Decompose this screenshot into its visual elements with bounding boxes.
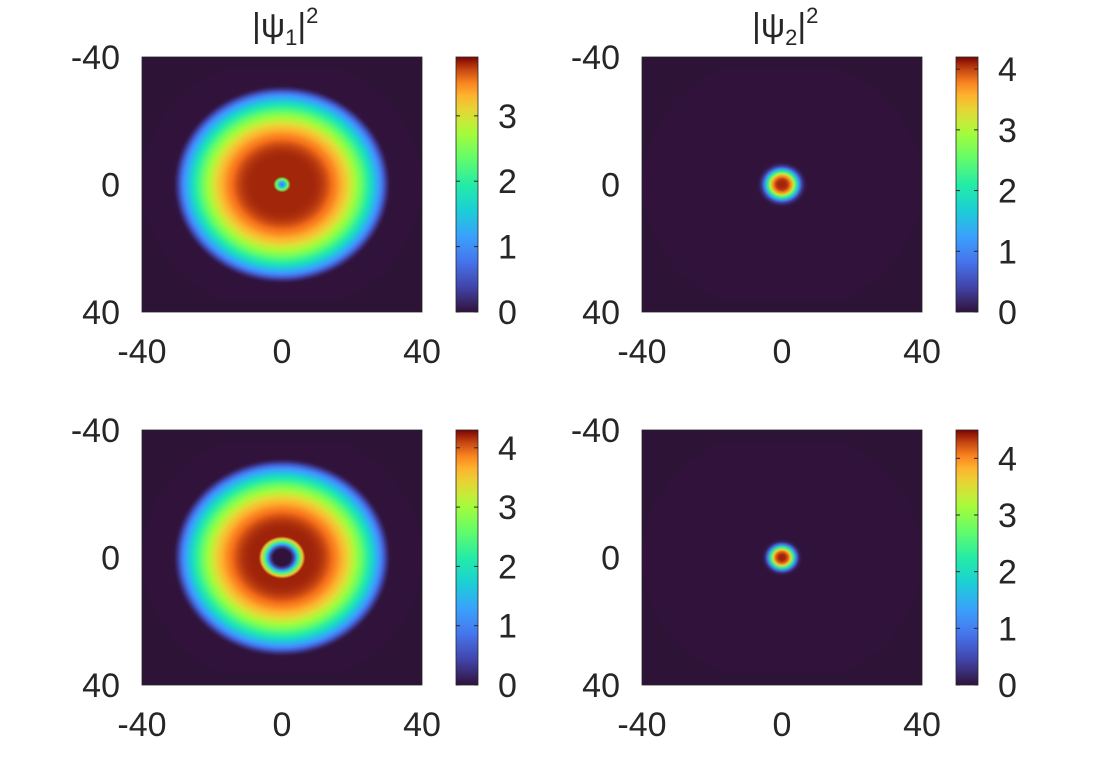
colorbar-tick-label: 1 [998, 610, 1017, 648]
title-sub: 1 [285, 25, 297, 50]
density-layer [642, 68, 922, 301]
title-sup: 2 [306, 3, 318, 28]
density-layer [642, 441, 922, 674]
density-layer [142, 441, 422, 674]
colorbar [955, 429, 979, 686]
colorbar-tick-label: 3 [498, 489, 517, 527]
plot-frame [641, 56, 923, 313]
x-tick-label: 0 [273, 706, 292, 744]
panel-title: |ψ1|2 [252, 3, 318, 50]
density-blob [142, 441, 422, 674]
density-layer [142, 68, 422, 301]
y-tick-label: -40 [571, 39, 620, 77]
y-tick-label: 40 [82, 294, 120, 332]
x-tick-label: 0 [773, 706, 792, 744]
y-tick-label: 0 [601, 167, 620, 205]
colorbar-tick-label: 4 [498, 430, 517, 468]
y-tick-label: 0 [601, 540, 620, 578]
density-blob [642, 441, 922, 674]
colorbar-tick-label: 0 [498, 667, 517, 705]
y-tick-label: 40 [82, 667, 120, 705]
plot-frame [641, 429, 923, 686]
y-tick-label: -40 [571, 412, 620, 450]
colorbar-tick-label: 3 [998, 497, 1017, 535]
y-tick-label: 40 [582, 667, 620, 705]
colorbar-tick-label: 3 [498, 98, 517, 136]
x-tick-label: -40 [617, 333, 666, 371]
y-tick-label: 0 [101, 540, 120, 578]
x-tick-label: -40 [117, 706, 166, 744]
x-tick-label: 40 [403, 706, 441, 744]
x-tick-label: 40 [903, 706, 941, 744]
y-tick-label: -40 [71, 39, 120, 77]
x-tick-label: 40 [403, 333, 441, 371]
y-tick-label: 0 [101, 167, 120, 205]
x-tick-label: 0 [273, 333, 292, 371]
colorbar-tick-label: 2 [498, 548, 517, 586]
colorbar-tick-label: 1 [998, 233, 1017, 271]
colorbar-tick-label: 1 [498, 608, 517, 646]
colorbar-tick-label: 1 [498, 229, 517, 267]
colorbar-tick-label: 0 [998, 294, 1017, 332]
colorbar-tick-label: 2 [498, 163, 517, 201]
title-sup: 2 [806, 3, 818, 28]
x-tick-label: -40 [617, 706, 666, 744]
y-tick-label: -40 [71, 412, 120, 450]
title-close: | [297, 7, 306, 45]
colorbar-tick-label: 0 [998, 667, 1017, 705]
y-tick-label: 40 [582, 294, 620, 332]
colorbar [455, 429, 479, 686]
colorbar-tick-label: 0 [498, 294, 517, 332]
x-tick-label: -40 [117, 333, 166, 371]
title-sub: 2 [785, 25, 797, 50]
colorbar-tick-label: 4 [998, 440, 1017, 478]
colorbar-tick-label: 4 [998, 51, 1017, 89]
x-tick-label: 0 [773, 333, 792, 371]
title-base: |ψ [752, 7, 785, 45]
panel-title: |ψ2|2 [752, 3, 818, 50]
plot-frame [141, 429, 423, 686]
plot-frame [141, 56, 423, 313]
colorbar-tick-label: 2 [998, 173, 1017, 211]
colorbar-tick-label: 2 [998, 554, 1017, 592]
x-tick-label: 40 [903, 333, 941, 371]
title-close: | [797, 7, 806, 45]
colorbar-tick-label: 3 [998, 112, 1017, 150]
title-base: |ψ [252, 7, 285, 45]
density-blob [642, 68, 922, 301]
colorbar [455, 56, 479, 313]
colorbar [955, 56, 979, 313]
density-blob [142, 68, 422, 301]
